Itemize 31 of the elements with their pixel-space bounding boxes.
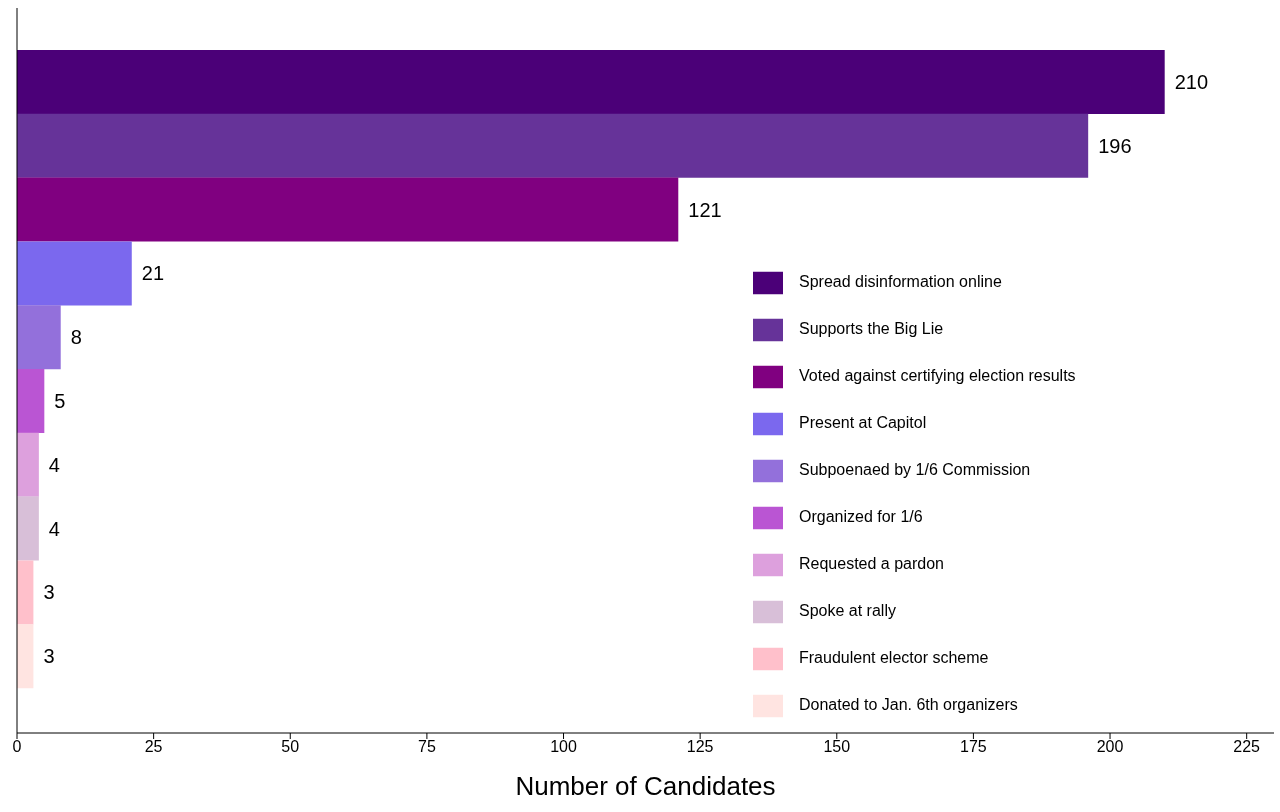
x-tick-label: 50 <box>281 738 300 756</box>
legend-label: Spread disinformation online <box>799 273 1002 290</box>
data-label: 5 <box>54 390 66 412</box>
x-tick-label: 75 <box>417 738 436 756</box>
legend-label: Organized for 1/6 <box>799 508 923 525</box>
x-axis-title: Number of Candidates <box>515 771 776 801</box>
x-tick-label: 25 <box>144 738 163 756</box>
x-tick-label: 200 <box>1096 738 1124 756</box>
legend-label: Fraudulent elector scheme <box>799 649 989 666</box>
legend-label: Voted against certifying election results <box>799 367 1076 384</box>
x-tick-label: 100 <box>550 738 577 756</box>
legend-label: Supports the Big Lie <box>799 320 944 337</box>
legend-label: Requested a pardon <box>799 555 944 572</box>
data-label: 3 <box>43 645 55 668</box>
data-label: 210 <box>1174 71 1209 93</box>
data-label: 3 <box>43 581 55 604</box>
data-label: 4 <box>48 517 60 540</box>
x-tick-label: 150 <box>823 738 851 756</box>
x-tick-label: 225 <box>1233 738 1261 756</box>
data-label: 4 <box>48 453 60 476</box>
data-label: 21 <box>141 262 165 285</box>
data-label: 8 <box>70 326 82 349</box>
legend-label: Subpoenaed by 1/6 Commission <box>799 461 1031 478</box>
x-tick-label: 175 <box>960 738 987 756</box>
legend-label: Donated to Jan. 6th organizers <box>799 696 1018 713</box>
x-tick-label: 0 <box>12 738 22 756</box>
data-label: 121 <box>688 198 722 221</box>
data-label: 196 <box>1098 134 1132 157</box>
x-tick-label: 125 <box>686 738 714 756</box>
legend-label: Spoke at rally <box>799 602 896 619</box>
legend-label: Present at Capitol <box>799 414 927 431</box>
